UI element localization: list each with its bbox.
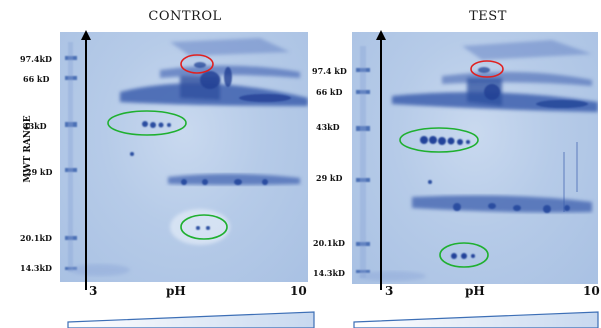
test-green-ellipse-43	[399, 127, 479, 153]
test-gel-spots	[356, 40, 598, 281]
mw-label-20-test: 20.1kD	[313, 238, 345, 248]
mw-label-97: 97.4kD	[20, 54, 52, 64]
mw-label-66-test: 66 kD	[316, 87, 343, 97]
mw-label-14: 14.3kD	[20, 263, 52, 273]
control-ph-gradient	[67, 311, 315, 328]
control-mw-arrow	[81, 30, 91, 290]
mw-label-66: 66 kD	[23, 74, 50, 84]
test-red-ellipse	[470, 60, 504, 78]
control-ph-start: 3	[89, 284, 98, 298]
control-green-ellipse-43	[107, 110, 187, 136]
test-ph-start: 3	[385, 284, 394, 298]
control-gel-image	[60, 32, 308, 282]
control-gel-spots	[65, 38, 308, 276]
mw-label-14-test: 14.3kD	[313, 268, 345, 278]
test-gel-image	[352, 32, 598, 284]
mw-label-20: 20.1kD	[20, 233, 52, 243]
mw-label-29-test: 29 kD	[316, 173, 343, 183]
test-panel-title: TEST	[469, 9, 507, 24]
mw-label-29: 29 kD	[26, 167, 53, 177]
control-ph-end: 10	[290, 284, 307, 298]
test-green-ellipse-20	[439, 242, 489, 268]
mw-label-43: 43kD	[23, 121, 47, 131]
mw-label-43-test: 43kD	[316, 122, 340, 132]
test-ph-end: 10	[583, 284, 600, 298]
control-ph-label: pH	[166, 284, 186, 298]
control-red-ellipse	[180, 54, 214, 74]
control-green-ellipse-20	[180, 214, 228, 240]
test-mw-arrow	[376, 30, 386, 290]
test-ph-gradient	[353, 311, 599, 328]
mw-label-97-test: 97.4 kD	[312, 66, 347, 76]
control-panel-title: CONTROL	[148, 9, 222, 24]
test-ph-label: pH	[465, 284, 485, 298]
